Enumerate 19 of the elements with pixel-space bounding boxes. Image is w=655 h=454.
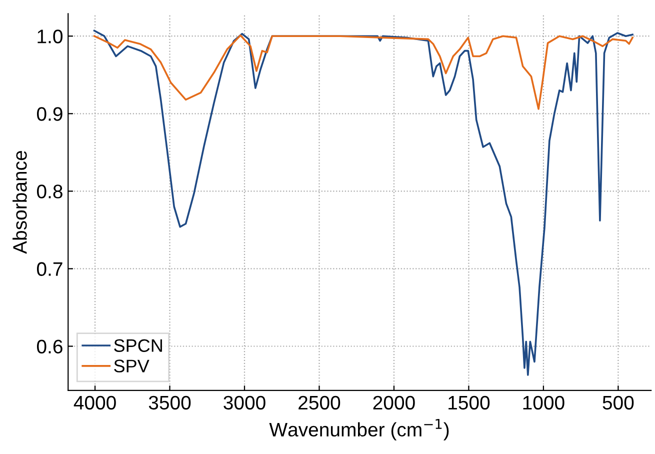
- x-axis-title: Wavenumber (cm$^{−1}$): [269, 418, 449, 440]
- x-tick-label: 1500: [448, 396, 490, 410]
- x-tick-label: 3500: [148, 396, 191, 410]
- legend-label: SPV: [114, 360, 150, 372]
- y-axis-title: Absorbance: [12, 151, 27, 254]
- y-tick-label: 0.6: [36, 340, 62, 354]
- x-tick-label: 1000: [523, 396, 564, 410]
- x-tick-label: 3000: [224, 396, 266, 410]
- legend-label: SPCN: [114, 339, 162, 352]
- y-tick-label: 0.7: [36, 262, 62, 276]
- y-tick-label: 0.9: [36, 107, 62, 121]
- line-series: [93, 34, 634, 110]
- x-tick-label: 2500: [298, 396, 340, 410]
- y-tick-label: 1.0: [38, 30, 62, 44]
- x-tick-label: 500: [602, 396, 634, 410]
- x-tick-label: 4000: [74, 396, 116, 410]
- line-series: [93, 30, 634, 376]
- y-tick-label: 0.8: [36, 184, 62, 198]
- x-tick-label: 2000: [373, 396, 415, 410]
